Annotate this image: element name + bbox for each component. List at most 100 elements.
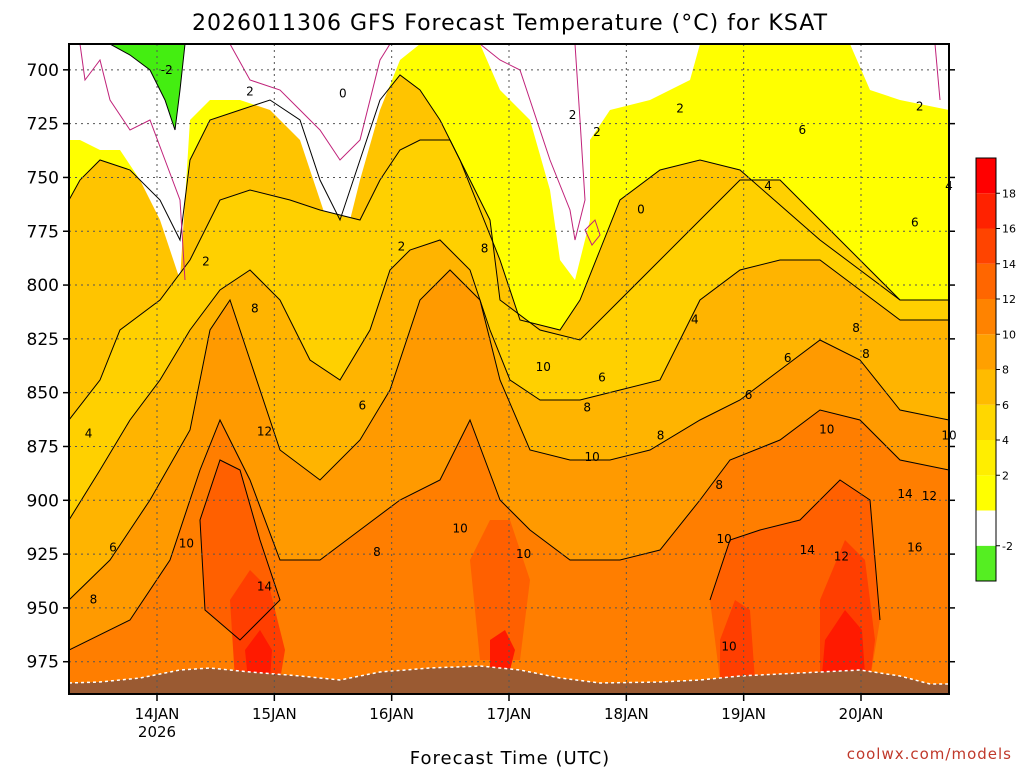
contour-label: 2 [246,84,254,98]
contour-4 [69,139,901,421]
contour-label: 10 [716,532,731,546]
contour-0c [479,44,586,241]
y-tick-label: 975 [27,653,59,673]
contour-label: 2 [593,125,601,139]
colorbar-swatch [976,369,996,405]
contour-label: -2 [161,63,173,77]
contour-label: 12 [834,549,849,563]
colorbar-tick-label: 2 [1002,469,1009,482]
fill-band-0to2-mid [480,44,700,280]
fill-band-2to4 [69,44,949,330]
contour-label: 2 [916,99,924,113]
contour-label: 4 [85,427,93,441]
y-tick-label: 800 [27,276,59,296]
x-tick-label: 15JAN [252,705,297,723]
contour-label: 8 [90,592,98,606]
y-tick-label: 850 [27,384,59,404]
contour-10 [69,409,949,651]
contour-neg2 [109,44,186,131]
contour-12b [709,479,881,621]
contour-label: 8 [715,478,723,492]
y-tick-label: 825 [27,330,59,350]
fill-band-12to14-b [470,520,530,660]
contour-label: 2 [569,108,577,122]
contour-label: 6 [745,388,753,402]
contour-label: 8 [862,347,870,361]
contour-2 [69,74,949,331]
terrain-edge [69,665,949,685]
y-tick-label: 900 [27,491,59,511]
contour-label: 2 [398,239,406,253]
contour-label: 12 [257,424,272,438]
colorbar-swatch [976,158,996,194]
chart-title: 2026011306 GFS Forecast Temperature (°C)… [192,11,828,36]
colorbar-tick-label: 8 [1002,364,1009,377]
colorbar-tick-label: 14 [1002,258,1016,271]
contour-label: 6 [109,541,117,555]
fill-band-neg [110,44,185,130]
contour-label: 6 [784,351,792,365]
x-tick-label: 14JAN [135,705,180,723]
x-tick-sublabel: 2026 [138,723,176,741]
contour-label: 6 [598,371,606,385]
y-tick-label: 750 [27,168,59,188]
contour-labels: -22 0228861214106488101010681082202446668… [85,63,957,654]
contour-label: 0 [339,87,347,101]
x-tick-label: 17JAN [487,705,532,723]
colorbar-swatch [976,299,996,335]
colorbar-swatch [976,404,996,440]
contour-label: 2 [202,254,210,268]
contour-label: 8 [852,321,860,335]
colorbar-swatch [976,193,996,229]
colorbar-tick-label: 18 [1002,187,1016,200]
contour-label: 8 [583,401,591,415]
colorbar-swatch [976,263,996,299]
colorbar-swatch [976,440,996,476]
credit-text: coolwx.com/models [847,745,1012,763]
fill-band-16to18-b [822,610,865,675]
contour-label: 10 [179,536,194,550]
y-tick-label: 950 [27,599,59,619]
contour-0e [934,44,941,101]
contour-label: 10 [452,521,467,535]
y-tick-label: 700 [27,61,59,81]
contour-label: 10 [584,450,599,464]
x-tick-label: 18JAN [604,705,649,723]
contour-label: 8 [373,545,381,559]
fill-band-0to2-right [850,44,949,110]
contour-label: 8 [657,429,665,443]
colorbar-swatch [976,334,996,370]
colorbar-swatch [976,510,996,546]
colorbar-tick-label: 12 [1002,293,1016,306]
contour-label: 6 [359,399,367,413]
contour-label: 14 [897,487,912,501]
colorbar-tick-label: 6 [1002,399,1009,412]
y-tick-label: 875 [27,437,59,457]
contour-label: 16 [907,541,922,555]
fill-band-14to16-c [720,600,755,680]
colorbar-tick-label: 10 [1002,328,1016,341]
colorbar-swatch [976,228,996,264]
contour-0a [79,44,186,281]
contour-label: 14 [257,579,272,593]
contour-label: 0 [637,203,645,217]
colorbar-swatch [976,545,996,581]
y-tick-label: 775 [27,222,59,242]
contour-label: 8 [481,241,489,255]
gridlines [69,44,949,694]
contour-label: 2 [676,102,684,116]
contour-0d [584,219,601,246]
colorbar-tick-label: 4 [1002,434,1009,447]
contour-label: 14 [800,543,815,557]
contour-12a [199,459,281,641]
y-tick-label: 925 [27,545,59,565]
contour-6 [69,239,949,521]
x-tick-label: 16JAN [369,705,414,723]
contour-label: 10 [721,640,736,654]
contour-label: 8 [251,302,259,316]
x-tick-label: 20JAN [839,705,884,723]
contour-label: 12 [922,489,937,503]
colorbar-tick-label: 16 [1002,223,1016,236]
